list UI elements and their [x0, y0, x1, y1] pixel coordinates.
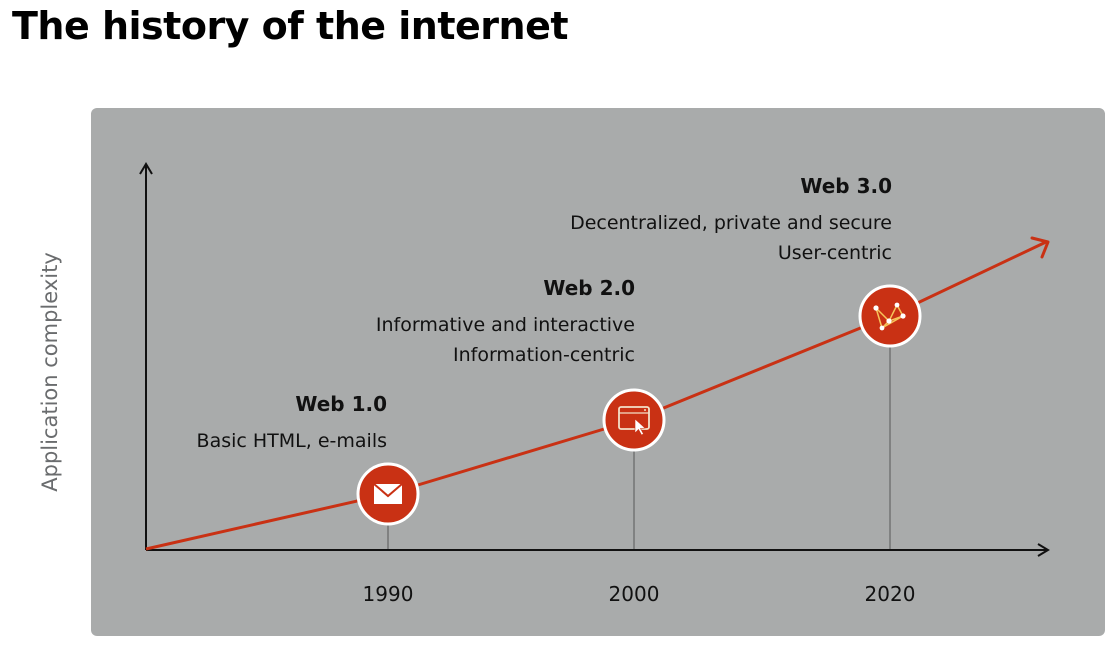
diagram-panel: [91, 108, 1105, 636]
era-web1: Web 1.0 Basic HTML, e-mails: [197, 392, 387, 456]
era-description: Informative and interactive: [375, 314, 635, 336]
year-label: 2020: [864, 582, 916, 606]
y-axis-arrowhead: [139, 162, 153, 175]
era-description: Decentralized, private and secure: [570, 212, 892, 234]
era-web3: Web 3.0 Decentralized, private and secur…: [570, 174, 892, 268]
network-nodes-icon: [858, 284, 922, 348]
page-title: The history of the internet: [12, 4, 569, 48]
era-web2: Web 2.0 Informative and interactive Info…: [376, 276, 635, 370]
y-axis-label: Application complexity: [38, 252, 62, 492]
growth-arrowhead: [1030, 236, 1050, 259]
year-label: 2000: [608, 582, 660, 606]
envelope-icon: [356, 462, 420, 526]
era-description: Basic HTML, e-mails: [196, 430, 387, 452]
year-label: 1990: [362, 582, 414, 606]
era-heading: Web 1.0: [295, 392, 387, 416]
x-axis-arrowhead: [1037, 543, 1050, 557]
era-description: User-centric: [777, 242, 892, 264]
era-description: Information-centric: [452, 344, 635, 366]
browser-cursor-icon: [602, 388, 666, 452]
era-heading: Web 2.0: [543, 276, 635, 300]
era-heading: Web 3.0: [800, 174, 892, 198]
